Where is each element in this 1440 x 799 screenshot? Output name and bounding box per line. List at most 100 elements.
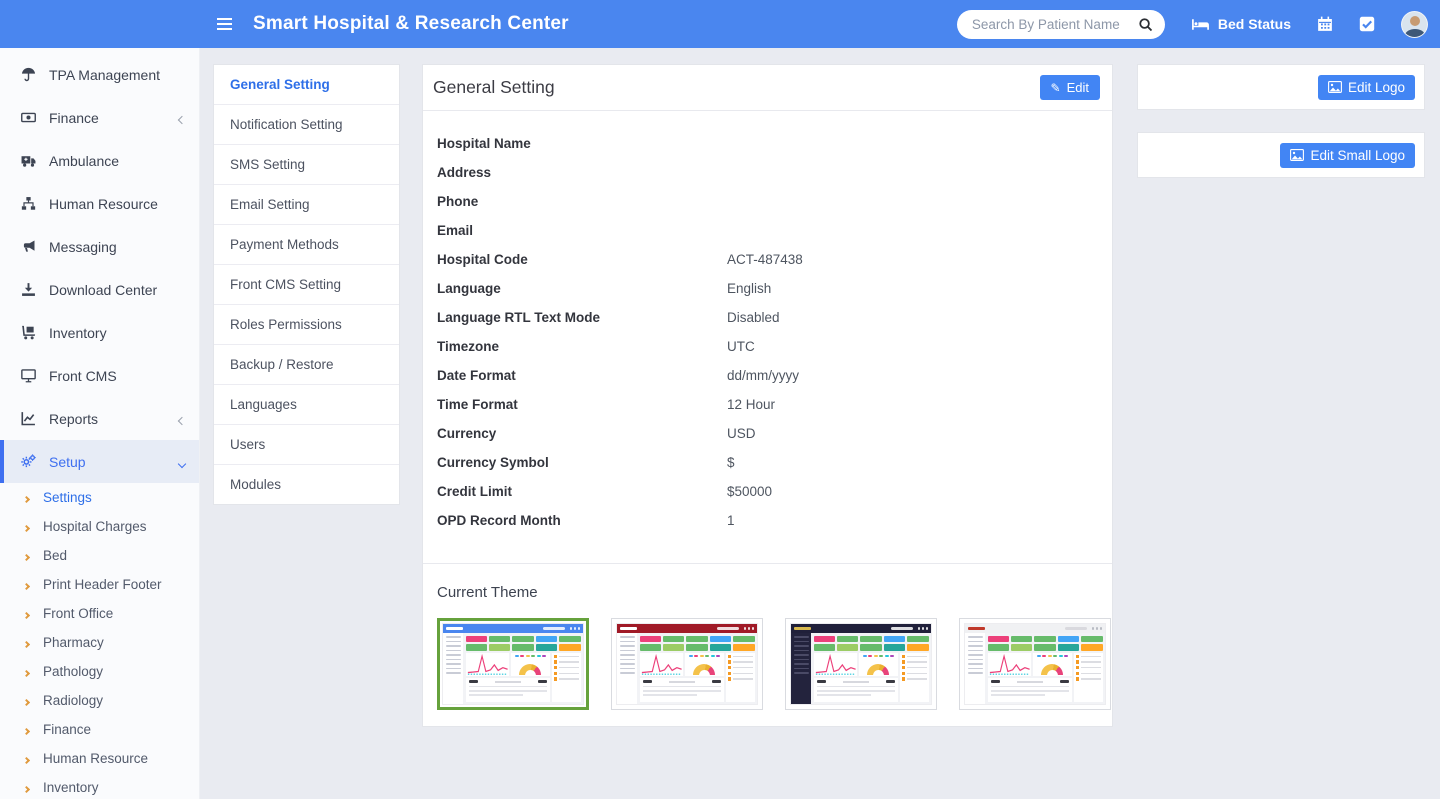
chevron-right-icon	[22, 548, 31, 563]
sidebar-item-label: Human Resource	[49, 195, 158, 212]
field-row-date-format: Date Format dd/mm/yyyy	[437, 361, 1098, 390]
chevron-right-icon	[22, 664, 31, 679]
sidebar-subitem-label: Hospital Charges	[43, 519, 147, 534]
chevron-right-icon	[22, 780, 31, 795]
ambulance-icon	[18, 153, 38, 168]
settings-menu-item-users[interactable]: Users	[214, 425, 399, 465]
field-row-currency-symbol: Currency Symbol $	[437, 448, 1098, 477]
bed-status-link[interactable]: Bed Status	[1191, 16, 1291, 32]
field-value: Disabled	[727, 310, 780, 325]
field-value: 12 Hour	[727, 397, 776, 412]
bullhorn-icon	[18, 239, 38, 254]
settings-menu-item-backup-restore[interactable]: Backup / Restore	[214, 345, 399, 385]
theme-thumbnail-red[interactable]	[611, 618, 763, 710]
field-label: Credit Limit	[437, 484, 513, 499]
field-value: USD	[727, 426, 756, 441]
sidebar-item-label: Front CMS	[49, 367, 117, 384]
settings-menu-item-notification-setting[interactable]: Notification Setting	[214, 105, 399, 145]
chevron-right-icon	[22, 635, 31, 650]
field-value: 1	[727, 513, 735, 528]
field-label: Currency	[437, 426, 497, 441]
sidebar-subitem-settings[interactable]: Settings	[0, 483, 199, 512]
tasks-icon[interactable]	[1359, 16, 1375, 32]
search-icon[interactable]	[1138, 17, 1153, 32]
field-label: Phone	[437, 194, 479, 209]
tv-icon	[18, 368, 38, 383]
field-label: OPD Record Month	[437, 513, 561, 528]
settings-menu-item-email-setting[interactable]: Email Setting	[214, 185, 399, 225]
sidebar-item-label: Ambulance	[49, 152, 120, 169]
logo-card: Edit Logo	[1137, 64, 1425, 110]
field-row-currency: Currency USD	[437, 419, 1098, 448]
chevron-right-icon	[22, 577, 31, 592]
money-bill-icon	[18, 110, 38, 125]
field-row-hospital-code: Hospital Code ACT-487438	[437, 245, 1098, 274]
sidebar-subitem-radiology[interactable]: Radiology	[0, 686, 199, 715]
field-label: Language	[437, 281, 501, 296]
settings-menu-item-payment-methods[interactable]: Payment Methods	[214, 225, 399, 265]
field-row-language: Language English	[437, 274, 1098, 303]
search-input[interactable]	[971, 16, 1138, 32]
edit-logo-button[interactable]: Edit Logo	[1317, 74, 1415, 100]
sidebar-subitem-pharmacy[interactable]: Pharmacy	[0, 628, 199, 657]
menu-toggle-icon[interactable]	[213, 14, 236, 34]
field-label: Language RTL Text Mode	[437, 310, 601, 325]
settings-menu-item-languages[interactable]: Languages	[214, 385, 399, 425]
small-logo-card: Edit Small Logo	[1137, 132, 1425, 178]
sidebar-subitem-label: Settings	[43, 490, 92, 505]
sidebar-subitem-label: Inventory	[43, 780, 99, 795]
chevron-left-icon	[177, 411, 187, 427]
theme-preview	[790, 623, 932, 705]
current-theme-title: Current Theme	[437, 584, 538, 601]
settings-menu-item-general-setting[interactable]: General Setting	[214, 65, 399, 105]
field-row-hospital-name: Hospital Name	[437, 129, 1098, 158]
field-value: UTC	[727, 339, 755, 354]
sidebar-item-reports[interactable]: Reports	[0, 397, 199, 440]
theme-thumbnail-dark[interactable]	[785, 618, 937, 710]
settings-menu-item-sms-setting[interactable]: SMS Setting	[214, 145, 399, 185]
dolly-icon	[18, 325, 38, 340]
user-avatar[interactable]	[1401, 10, 1428, 38]
theme-thumbnail-light[interactable]	[959, 618, 1111, 710]
pencil-icon: ✎	[1050, 80, 1061, 95]
edit-small-logo-button[interactable]: Edit Small Logo	[1280, 142, 1415, 168]
theme-preview	[442, 623, 584, 705]
sidebar-subitem-human-resource[interactable]: Human Resource	[0, 744, 199, 773]
sidebar-item-front-cms[interactable]: Front CMS	[0, 354, 199, 397]
sidebar-item-messaging[interactable]: Messaging	[0, 225, 199, 268]
edit-button[interactable]: ✎ Edit	[1039, 75, 1100, 100]
sidebar-item-tpa-management[interactable]: TPA Management	[0, 53, 199, 96]
sidebar-item-inventory[interactable]: Inventory	[0, 311, 199, 354]
sidebar-subitem-bed[interactable]: Bed	[0, 541, 199, 570]
settings-menu-item-front-cms-setting[interactable]: Front CMS Setting	[214, 265, 399, 305]
sidebar-subitem-label: Front Office	[43, 606, 114, 621]
settings-menu-item-modules[interactable]: Modules	[230, 477, 282, 492]
sidebar-subitem-inventory[interactable]: Inventory	[0, 773, 199, 799]
sidebar-item-ambulance[interactable]: Ambulance	[0, 139, 199, 182]
chevron-right-icon	[22, 490, 31, 505]
sidebar-subitem-label: Pharmacy	[43, 635, 104, 650]
sidebar-subitem-pathology[interactable]: Pathology	[0, 657, 199, 686]
sidebar-subitem-label: Radiology	[43, 693, 104, 708]
divider	[423, 563, 1112, 564]
sidebar-subitem-front-office[interactable]: Front Office	[0, 599, 199, 628]
settings-menu-item-roles-permissions[interactable]: Roles Permissions	[214, 305, 399, 345]
sidebar-subitem-print-header-footer[interactable]: Print Header Footer	[0, 570, 199, 599]
field-row-credit-limit: Credit Limit $50000	[437, 477, 1098, 506]
theme-thumbnail-blue[interactable]	[437, 618, 589, 710]
field-label: Timezone	[437, 339, 500, 354]
calendar-icon[interactable]	[1317, 16, 1333, 32]
sidebar-item-download-center[interactable]: Download Center	[0, 268, 199, 311]
field-row-email: Email	[437, 216, 1098, 245]
chevron-left-icon	[177, 110, 187, 126]
sidebar-item-setup[interactable]: Setup	[0, 440, 199, 483]
sidebar-item-label: Setup	[49, 453, 86, 470]
sidebar-subitem-finance[interactable]: Finance	[0, 715, 199, 744]
sidebar-item-finance[interactable]: Finance	[0, 96, 199, 139]
field-value: ACT-487438	[727, 252, 803, 267]
sidebar-item-human-resource[interactable]: Human Resource	[0, 182, 199, 225]
sidebar-item-label: TPA Management	[49, 66, 161, 83]
chevron-right-icon	[22, 693, 31, 708]
general-setting-panel: General Setting ✎ Edit Hospital Name Addr…	[422, 64, 1113, 727]
sidebar-subitem-hospital-charges[interactable]: Hospital Charges	[0, 512, 199, 541]
